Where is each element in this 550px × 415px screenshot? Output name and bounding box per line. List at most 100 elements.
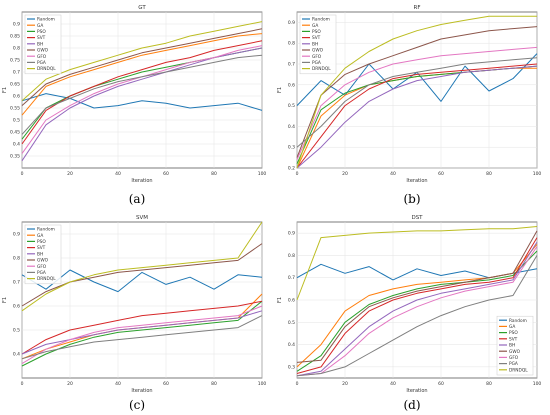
x-tick-label: 100: [533, 381, 542, 387]
legend-label: PSO: [37, 239, 46, 245]
legend-label: GWO: [37, 48, 49, 54]
y-tick-label: 0.85: [10, 34, 20, 40]
series-line-pga: [296, 57, 538, 148]
x-tick-label: 80: [211, 171, 217, 177]
y-tick-label: 0.45: [10, 130, 20, 136]
y-tick-label: 0.5: [13, 328, 20, 334]
y-tick-label: 0.55: [10, 106, 20, 112]
legend-label: PSO: [37, 29, 46, 35]
x-tick-label: 20: [342, 381, 348, 387]
legend-label: GFO: [509, 355, 519, 361]
series-line-svt: [296, 237, 538, 374]
y-tick-label: 0.7: [288, 62, 295, 68]
legend-label: BH: [37, 251, 43, 257]
chart-title: SVM: [136, 215, 148, 221]
plot-area: [21, 221, 263, 379]
y-tick-label: 0.8: [288, 41, 295, 47]
legend-label: GWO: [37, 258, 49, 264]
series-line-gfo: [296, 46, 538, 160]
chart-title: GT: [138, 5, 146, 11]
x-axis-label: Iteration: [406, 178, 427, 184]
x-tick-label: 100: [533, 171, 542, 177]
y-axis-label: F1: [2, 87, 8, 93]
legend-label: BH: [509, 343, 515, 349]
series-line-drndql: [21, 221, 263, 312]
x-tick-label: 60: [438, 381, 444, 387]
series-line-svt: [21, 300, 263, 355]
x-axis-label: Iteration: [406, 388, 427, 394]
legend-label: PGA: [312, 60, 321, 66]
legend-label: GA: [312, 23, 318, 29]
series-line-pga: [21, 54, 263, 135]
y-tick-label: 0.5: [13, 118, 20, 124]
legend-label: Random: [509, 318, 527, 324]
y-tick-label: 0.2: [288, 166, 295, 172]
x-tick-label: 40: [115, 381, 121, 387]
legend-label: SVT: [37, 35, 46, 41]
y-tick-label: 0.9: [288, 20, 295, 26]
legend-label: GA: [37, 23, 43, 29]
legend-label: DRNDQL: [312, 66, 331, 72]
chart-dst: DST 0 20 40 60 80 100 0.3 0.4 0.5 0.6 0.7 0.8 0.9 Iter…: [277, 215, 542, 394]
y-tick-label: 0.7: [13, 70, 20, 76]
chart-gt: GT 0 20 40 60 80 100 0.35 0.4 0.45 0.5 0.55 0.6 0.65 0…: [2, 5, 266, 184]
legend-label: GWO: [509, 349, 521, 355]
y-tick-label: 0.65: [10, 82, 20, 88]
x-tick-label: 0: [21, 171, 24, 177]
series-line-pso: [21, 300, 263, 367]
legend-label: PGA: [37, 60, 46, 66]
x-tick-label: 80: [486, 381, 492, 387]
y-tick-label: 0.3: [288, 145, 295, 151]
y-tick-label: 0.7: [288, 275, 295, 281]
series-line-gfo: [21, 305, 263, 365]
legend-label: PSO: [509, 330, 518, 336]
series-line-pso: [296, 250, 538, 372]
legend-label: SVT: [312, 35, 321, 41]
legend-label: DRNDQL: [37, 276, 56, 282]
series-line-bh: [21, 310, 263, 355]
caption-d: (d): [403, 398, 421, 412]
chart-rf: RF 0 20 40 60 80 100 0.2 0.3 0.4 0.5 0.6 0.7 0.8 0.9 It…: [277, 5, 542, 184]
legend-label: DRNDQL: [37, 66, 56, 72]
chart-title: DST: [411, 215, 423, 221]
y-tick-label: 0.9: [288, 231, 295, 237]
series-line-pga: [296, 255, 538, 377]
legend-label: SVT: [509, 336, 518, 342]
x-tick-label: 40: [115, 171, 121, 177]
y-tick-label: 0.3: [288, 364, 295, 370]
legend-label: SVT: [37, 245, 46, 251]
y-tick-label: 0.6: [13, 304, 20, 310]
chart-svm: SVM 0 20 40 60 80 100 0.4 0.5 0.6 0.7 0.8 0.9 Iterati…: [2, 215, 267, 394]
y-tick-label: 0.9: [13, 22, 20, 28]
y-tick-label: 0.75: [10, 58, 20, 64]
y-tick-label: 0.9: [13, 232, 20, 238]
y-axis-label: F1: [2, 297, 8, 303]
y-tick-label: 0.6: [288, 298, 295, 304]
y-axis-label: F1: [277, 87, 283, 93]
series-line-pga: [21, 315, 263, 360]
series-line-svt: [296, 63, 538, 169]
caption-c: (c): [128, 398, 146, 412]
legend-label: Random: [312, 17, 330, 23]
y-tick-label: 0.35: [10, 154, 20, 160]
x-tick-label: 60: [163, 171, 169, 177]
series-line-drndql: [296, 15, 537, 169]
series-line-gwo: [21, 28, 263, 106]
legend-label: BH: [37, 41, 43, 47]
legend-label: GA: [509, 324, 515, 330]
series-line-random: [21, 93, 263, 111]
x-tick-label: 0: [296, 381, 299, 387]
y-tick-label: 0.4: [13, 142, 20, 148]
plot-area: [21, 11, 263, 169]
x-axis-label: Iteration: [131, 388, 152, 394]
y-tick-label: 0.6: [288, 82, 295, 88]
x-tick-label: 60: [438, 171, 444, 177]
y-tick-label: 0.5: [288, 103, 295, 109]
x-tick-label: 60: [163, 381, 169, 387]
x-tick-label: 100: [258, 381, 267, 387]
legend-label: PGA: [509, 361, 518, 367]
series-line-bh: [296, 65, 538, 169]
x-tick-label: 0: [296, 171, 299, 177]
series-line-ga: [21, 33, 263, 116]
series-line-gfo: [296, 246, 538, 377]
